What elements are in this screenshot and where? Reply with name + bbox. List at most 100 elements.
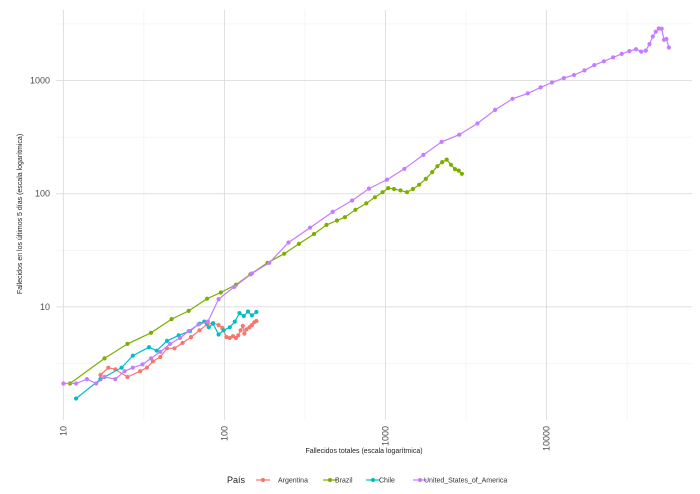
data-point-united-states-of-america: [402, 166, 407, 171]
data-point-argentina: [138, 369, 143, 374]
data-point-brazil: [102, 356, 107, 361]
legend-item-chile: Chile: [366, 478, 395, 485]
data-point-united-states-of-america: [130, 365, 135, 370]
data-point-argentina: [249, 323, 254, 328]
data-point-argentina: [240, 323, 245, 328]
data-point-united-states-of-america: [647, 42, 652, 47]
data-point-united-states-of-america: [666, 45, 672, 50]
legend-item-brazil: Brazil: [323, 478, 353, 485]
data-point-argentina: [125, 374, 130, 380]
data-point-united-states-of-america: [267, 260, 272, 265]
data-point-united-states-of-america: [619, 51, 624, 57]
legend-item-united-states-of-america: United_States_of_America: [413, 478, 507, 485]
data-point-chile: [146, 345, 152, 350]
x-tick-label: 100: [219, 426, 229, 441]
legend-label: Argentina: [278, 478, 308, 485]
data-point-brazil: [440, 160, 445, 165]
data-point-brazil: [148, 330, 154, 335]
data-point-chile: [221, 328, 226, 333]
data-point-brazil: [186, 308, 191, 313]
series-layer: [61, 26, 672, 401]
data-point-united-states-of-america: [122, 369, 127, 374]
data-point-brazil: [364, 201, 369, 206]
legend-key-point: [327, 477, 333, 483]
data-point-chile: [245, 309, 251, 314]
y-tick-label: 10: [40, 302, 50, 312]
data-point-united-states-of-america: [113, 377, 118, 382]
data-point-brazil: [380, 190, 385, 195]
data-point-brazil: [169, 317, 174, 322]
data-point-united-states-of-america: [633, 47, 639, 52]
data-point-brazil: [404, 190, 410, 195]
data-point-argentina: [227, 335, 232, 341]
series-united-states-of-america: [61, 26, 672, 386]
tick-labels: 10 100 1000 10000 10 100 1000: [30, 76, 552, 452]
data-point-united-states-of-america: [650, 34, 655, 39]
data-point-brazil: [452, 167, 458, 172]
data-point-argentina: [144, 365, 149, 370]
data-point-brazil: [423, 176, 428, 181]
data-point-united-states-of-america: [384, 177, 389, 182]
data-point-chile: [164, 338, 170, 343]
data-point-chile: [232, 319, 237, 324]
data-point-argentina: [216, 323, 221, 328]
legend: País Argentina Brazil Chile United_States_o…: [227, 475, 507, 485]
data-point-brazil: [417, 182, 422, 187]
data-point-united-states-of-america: [493, 107, 498, 112]
y-tick-label: 100: [35, 189, 50, 199]
data-point-united-states-of-america: [196, 322, 201, 327]
data-point-united-states-of-america: [216, 297, 221, 302]
x-tick-label: 10000: [542, 426, 552, 451]
data-point-brazil: [218, 290, 223, 295]
data-point-united-states-of-america: [611, 55, 616, 60]
data-point-united-states-of-america: [627, 49, 632, 54]
data-point-chile: [98, 377, 103, 382]
data-point-united-states-of-america: [158, 349, 163, 354]
data-point-argentina: [224, 335, 229, 340]
legend-key-point: [370, 477, 376, 483]
data-point-united-states-of-america: [601, 59, 607, 64]
data-point-chile: [227, 325, 232, 330]
data-point-brazil: [448, 162, 454, 167]
data-point-united-states-of-america: [307, 225, 313, 230]
data-point-united-states-of-america: [205, 319, 210, 324]
data-point-united-states-of-america: [74, 381, 79, 386]
data-point-chile: [206, 325, 211, 330]
data-point-united-states-of-america: [475, 121, 480, 126]
data-point-united-states-of-america: [664, 36, 669, 42]
data-point-argentina: [98, 372, 103, 378]
data-point-brazil: [372, 195, 377, 200]
gridlines: [56, 10, 692, 420]
x-tick-label: 1000: [380, 426, 390, 446]
data-point-brazil: [342, 215, 347, 220]
y-axis-title: Fallecidos en los últimos 5 días (escala…: [17, 134, 24, 294]
data-point-brazil: [444, 157, 449, 162]
data-point-united-states-of-america: [421, 152, 426, 157]
data-point-united-states-of-america: [639, 49, 644, 54]
data-point-brazil: [430, 170, 435, 175]
data-point-united-states-of-america: [643, 48, 648, 53]
data-point-argentina: [238, 328, 243, 333]
data-point-united-states-of-america: [330, 209, 335, 214]
data-point-united-states-of-america: [94, 381, 99, 386]
data-point-chile: [211, 321, 216, 326]
data-point-chile: [119, 365, 124, 370]
data-point-brazil: [456, 168, 461, 173]
data-point-brazil: [324, 222, 329, 227]
data-point-united-states-of-america: [561, 76, 566, 81]
data-point-chile: [237, 311, 242, 316]
data-point-united-states-of-america: [61, 381, 66, 386]
data-point-brazil: [386, 186, 391, 191]
data-point-argentina: [236, 333, 241, 338]
data-point-united-states-of-america: [232, 284, 237, 289]
data-point-brazil: [398, 188, 403, 193]
data-point-united-states-of-america: [177, 335, 183, 341]
data-point-united-states-of-america: [102, 374, 107, 380]
data-point-united-states-of-america: [439, 139, 444, 144]
data-point-united-states-of-america: [140, 362, 145, 367]
legend-label: Chile: [379, 478, 395, 485]
data-point-united-states-of-america: [84, 377, 89, 382]
data-point-united-states-of-america: [549, 80, 555, 85]
